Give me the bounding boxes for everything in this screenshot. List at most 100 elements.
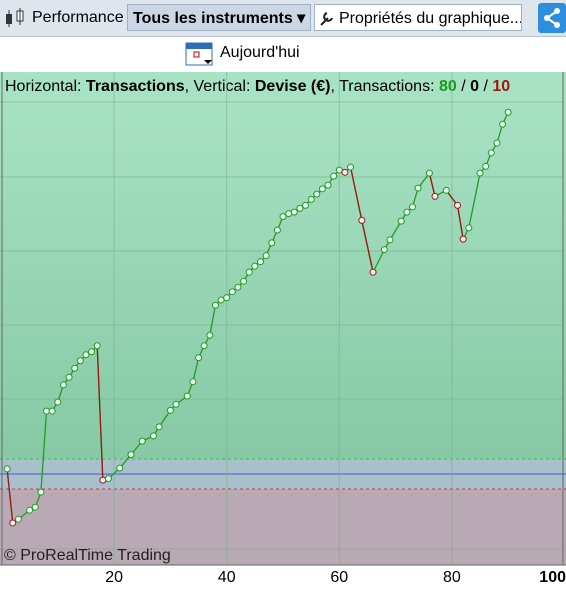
trade-point [307, 195, 315, 203]
trade-point [217, 296, 225, 304]
x-tick-label: 100 [539, 569, 566, 586]
trade-point [234, 283, 242, 291]
loss-segment [96, 345, 104, 481]
trade-point [358, 216, 366, 224]
trade-point [31, 503, 39, 511]
trade-point [290, 208, 298, 216]
trade-point [380, 246, 388, 254]
x-tick-label: 60 [330, 569, 348, 586]
info-t-label: , Transactions: [330, 78, 439, 95]
x-tick-label: 40 [218, 569, 236, 586]
today-label[interactable]: Aujourd'hui [220, 44, 300, 61]
trade-point [493, 139, 501, 147]
trade-point [324, 181, 332, 189]
loss-segment [6, 468, 14, 524]
trade-point [431, 192, 439, 200]
trade-point [296, 204, 304, 212]
trade-point [330, 172, 338, 180]
toolbar: Performance Tous les instruments ▾ Propr… [0, 0, 566, 37]
trade-point [425, 169, 433, 177]
info-even: 0 [470, 78, 479, 95]
trade-point [59, 381, 67, 389]
trade-point [487, 149, 495, 157]
trade-point [459, 235, 467, 243]
trade-point [313, 190, 321, 198]
trade-point [442, 186, 450, 194]
trade-point [408, 203, 416, 211]
info-h-label: Horizontal: [5, 78, 86, 95]
trade-point [65, 373, 73, 381]
trade-point [273, 226, 281, 234]
trade-point [116, 464, 124, 472]
wrench-icon [320, 12, 333, 26]
x-tick-label: 20 [105, 569, 123, 586]
trade-point [93, 342, 101, 350]
trade-point [14, 515, 22, 523]
trade-point [99, 476, 107, 484]
share-button[interactable] [538, 3, 566, 33]
h-grid [0, 101, 563, 550]
trade-point [256, 258, 264, 266]
trade-point [279, 213, 287, 221]
trade-point [262, 252, 270, 260]
trade-point [386, 236, 394, 244]
info-sep: / [479, 78, 492, 95]
trade-point [37, 488, 45, 496]
info-h-value: Transactions [86, 78, 185, 95]
trade-point [172, 400, 180, 408]
trade-point [138, 437, 146, 445]
performance-button[interactable]: Performance [32, 9, 124, 26]
trade-point [223, 294, 231, 302]
trade-point [476, 169, 484, 177]
loss-segment [456, 205, 464, 240]
instruments-dropdown[interactable]: Tous les instruments ▾ [127, 4, 311, 31]
trade-point [482, 162, 490, 170]
info-v-label: , Vertical: [185, 78, 255, 95]
copyright: © ProRealTime Trading [4, 547, 171, 564]
properties-label: Propriétés du graphique... [339, 10, 522, 27]
properties-button[interactable]: Propriétés du graphique... [314, 4, 522, 31]
trade-point [166, 406, 174, 414]
trade-point [240, 277, 248, 285]
trade-point [71, 364, 79, 372]
loss-zone [0, 489, 566, 565]
trade-point [251, 262, 259, 270]
trade-point [414, 184, 422, 192]
trade-point [26, 506, 34, 514]
trade-point [183, 392, 191, 400]
info-losses: 10 [492, 78, 510, 95]
x-tick-label: 80 [443, 569, 461, 586]
trade-point [82, 351, 90, 359]
trade-point [499, 120, 507, 128]
info-wins: 80 [439, 78, 457, 95]
loss-segment [361, 220, 374, 273]
trade-point [104, 475, 112, 483]
trade-point [3, 465, 11, 473]
calendar-icon[interactable] [185, 40, 215, 68]
loss-segment [349, 166, 363, 221]
trade-point [465, 224, 473, 232]
candle-icon [6, 8, 24, 27]
trade-point [9, 519, 17, 527]
trade-point [127, 451, 135, 459]
trade-point [268, 239, 276, 247]
trade-point [397, 217, 405, 225]
trade-point [155, 423, 163, 431]
trade-point [211, 301, 219, 309]
trade-point [245, 268, 253, 276]
trade-point [347, 163, 355, 171]
trade-point [285, 210, 293, 218]
info-line: Horizontal: Transactions, Vertical: Devi… [5, 78, 510, 95]
trade-point [200, 342, 208, 350]
profit-zone [0, 72, 566, 459]
trade-point [454, 201, 462, 209]
trade-point [302, 201, 310, 209]
trade-point [48, 407, 56, 415]
instruments-label: Tous les instruments [133, 10, 293, 27]
trade-point [369, 268, 377, 276]
info-sep: / [457, 78, 470, 95]
trade-point [318, 185, 326, 193]
trade-point [43, 407, 51, 415]
